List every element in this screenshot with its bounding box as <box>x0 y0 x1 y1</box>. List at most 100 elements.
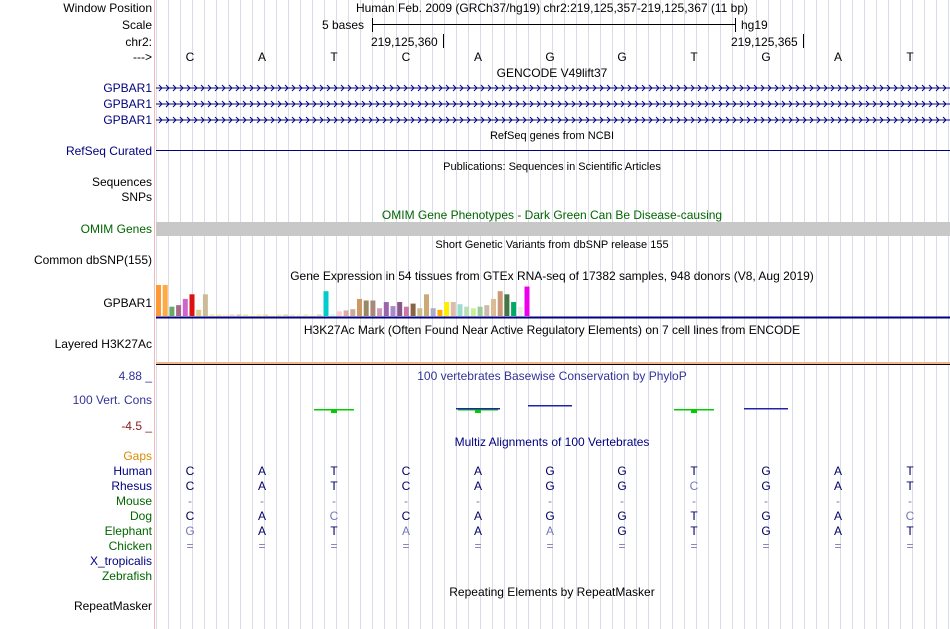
base-letter: A <box>257 50 266 64</box>
gtex-tissue-bar <box>269 314 275 316</box>
phylop-conserved-mark <box>456 408 500 410</box>
gtex-tissue-bar <box>236 314 242 316</box>
multiz-species-label[interactable]: Human <box>113 464 152 478</box>
alignment-base: - <box>620 494 624 508</box>
gtex-tissue-bar <box>296 314 302 316</box>
alignment-base: A <box>257 509 266 523</box>
multiz-species-label[interactable]: Chicken <box>108 539 152 553</box>
gtex-tissue-bar <box>497 291 503 316</box>
gtex-tissue-bar <box>156 285 161 316</box>
scale-text: 5 bases <box>322 18 365 32</box>
alignment-base: G <box>545 464 555 478</box>
phylop-label[interactable]: 100 Vert. Cons <box>72 393 152 407</box>
h3k27-signal-line[interactable] <box>156 362 950 364</box>
h3k27-baseline <box>156 364 950 365</box>
publications-title[interactable]: Publications: Sequences in Scientific Ar… <box>443 161 661 173</box>
alignment-base: C <box>185 464 195 478</box>
omim-label[interactable]: OMIM Genes <box>80 222 152 236</box>
gtex-tissue-bar <box>390 306 396 316</box>
gtex-tissue-bar <box>176 305 182 316</box>
base-letter: T <box>330 50 338 64</box>
publications-label-sequences[interactable]: Sequences <box>91 175 152 189</box>
gtex-tissue-bar <box>196 309 202 316</box>
multiz-species-label[interactable]: X_tropicalis <box>89 554 152 568</box>
gtex-tissue-bar <box>484 305 490 316</box>
gtex-tissue-bar <box>410 303 416 316</box>
multiz-species-label[interactable]: Rhesus <box>111 479 152 493</box>
publications-label-snps[interactable]: SNPs <box>121 190 152 204</box>
gtex-tissue-bar <box>336 311 342 316</box>
base-letter: G <box>761 50 771 64</box>
multiz-species-label[interactable]: Zebrafish <box>101 569 152 583</box>
gtex-tissue-bar <box>457 304 463 316</box>
gtex-tissue-bar <box>444 302 450 316</box>
strand-arrows <box>158 84 947 92</box>
alignment-base: A <box>473 479 482 493</box>
gencode-title[interactable]: GENCODE V49lift37 <box>496 66 608 80</box>
alignment-base: T <box>906 464 914 478</box>
multiz-gaps-label: Gaps <box>123 449 152 463</box>
alignment-base: G <box>617 464 627 478</box>
alignment-base: C <box>401 479 411 493</box>
omim-title[interactable]: OMIM Gene Phenotypes - Dark Green Can Be… <box>381 208 723 222</box>
gtex-tissue-bar <box>249 314 255 316</box>
gtex-tissue-bar <box>290 314 295 316</box>
gtex-expression-chart[interactable] <box>156 285 950 319</box>
position-label-1: 219,125,360 <box>371 35 438 49</box>
omim-phenotype-bar[interactable] <box>156 222 950 236</box>
refseq-label[interactable]: RefSeq Curated <box>65 144 152 158</box>
alignment-base: C <box>905 509 915 523</box>
gtex-tissue-bar <box>383 302 389 316</box>
alignment-base: T <box>690 524 698 538</box>
alignment-base: A <box>401 524 410 538</box>
gtex-tissue-bar <box>303 314 309 316</box>
alignment-base: T <box>330 479 338 493</box>
phylop-title[interactable]: 100 vertebrates Basewise Conservation by… <box>417 369 687 383</box>
gencode-gene-2[interactable]: GPBAR1 <box>103 97 152 111</box>
base-letter: C <box>401 50 411 64</box>
alignment-base: T <box>690 509 698 523</box>
h3k27-title[interactable]: H3K27Ac Mark (Often Found Near Active Re… <box>303 323 801 337</box>
dbsnp-label[interactable]: Common dbSNP(155) <box>33 253 152 267</box>
alignment-base: = <box>618 539 626 553</box>
alignment-base: = <box>258 539 266 553</box>
gtex-tissue-bar <box>430 308 436 316</box>
refseq-transcript-line[interactable] <box>156 150 950 151</box>
gencode-gene-3[interactable]: GPBAR1 <box>103 113 152 127</box>
gtex-tissue-bar <box>470 308 476 316</box>
phylop-min-label: -4.5 _ <box>121 419 152 433</box>
alignment-base: A <box>833 524 842 538</box>
alignment-base: - <box>836 494 840 508</box>
alignment-base: = <box>330 539 338 553</box>
base-letter: C <box>185 50 195 64</box>
multiz-title[interactable]: Multiz Alignments of 100 Vertebrates <box>454 435 650 449</box>
alignment-base: G <box>761 509 771 523</box>
h3k27-label[interactable]: Layered H3K27Ac <box>54 337 152 351</box>
refseq-title[interactable]: RefSeq genes from NCBI <box>489 130 615 142</box>
alignment-base: T <box>906 479 914 493</box>
alignment-base: T <box>690 464 698 478</box>
gtex-title[interactable]: Gene Expression in 54 tissues from GTEx … <box>290 269 814 283</box>
phylop-conserved-mark <box>744 408 788 410</box>
alignment-base: = <box>762 539 770 553</box>
multiz-species-label[interactable]: Elephant <box>104 524 152 538</box>
phylop-conservation-plot[interactable] <box>156 395 950 423</box>
repeatmasker-label[interactable]: RepeatMasker <box>73 599 152 613</box>
gencode-gene-1[interactable]: GPBAR1 <box>103 81 152 95</box>
gencode-transcripts[interactable] <box>156 82 950 126</box>
alignment-base: G <box>761 524 771 538</box>
repeatmasker-title[interactable]: Repeating Elements by RepeatMasker <box>449 585 655 599</box>
gtex-tissue-bar <box>330 314 336 316</box>
base-letter: T <box>906 50 914 64</box>
multiz-species-label[interactable]: Dog <box>129 509 152 523</box>
alignment-base: - <box>404 494 408 508</box>
gtex-tissue-bar <box>189 294 195 316</box>
gtex-tissue-bar <box>162 285 168 316</box>
gtex-tissue-bar <box>323 291 329 316</box>
alignment-base: C <box>185 479 195 493</box>
gtex-tissue-bar <box>504 294 510 316</box>
dbsnp-title[interactable]: Short Genetic Variants from dbSNP releas… <box>435 239 669 251</box>
gtex-label[interactable]: GPBAR1 <box>103 296 152 310</box>
multiz-species-label[interactable]: Mouse <box>115 494 152 508</box>
gtex-tissue-bar <box>223 314 228 316</box>
